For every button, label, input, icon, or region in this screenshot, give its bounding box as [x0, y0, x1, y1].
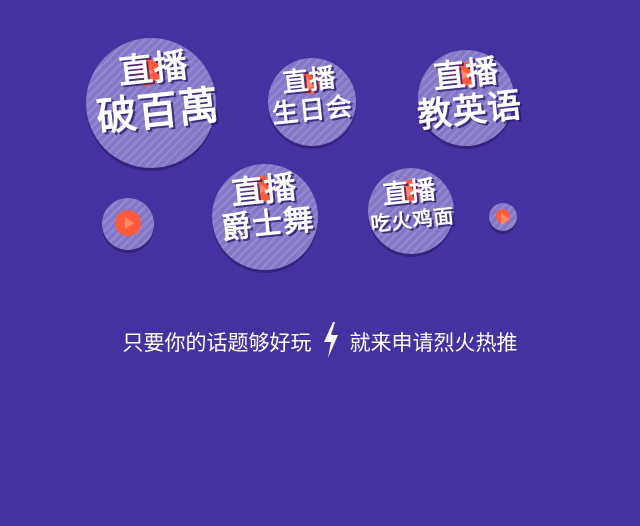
play-icon: [248, 176, 274, 202]
bubble-fire-noodles: [368, 168, 454, 254]
bubble-line-topic: 生日会: [270, 91, 355, 131]
slogan: 只要你的话题够好玩 就来申请烈火热推: [0, 322, 640, 358]
play-icon: [133, 58, 161, 86]
play-icon: [299, 72, 321, 94]
bubble-label-teach-english: 直播 教英语: [401, 52, 536, 137]
slogan-part-2: 就来申请烈火热推: [349, 331, 518, 355]
bubble-label-break-million: 直播 破百萬: [82, 45, 230, 142]
play-icon: [450, 62, 476, 88]
lightning-bolt-icon: [323, 322, 338, 358]
play-icon: [398, 180, 420, 202]
bubble-label-fire-noodles: 直播 吃火鸡面: [356, 175, 467, 236]
bubble-label-birthday-party: 直播 生日会: [255, 63, 366, 130]
play-icon: [496, 209, 511, 225]
slogan-part-1: 只要你的话题够好玩: [122, 331, 312, 355]
bubble-label-jazz-dance: 直播 爵士舞: [201, 168, 331, 247]
play-icon: [115, 210, 141, 236]
bubble-small-left: [102, 198, 154, 250]
